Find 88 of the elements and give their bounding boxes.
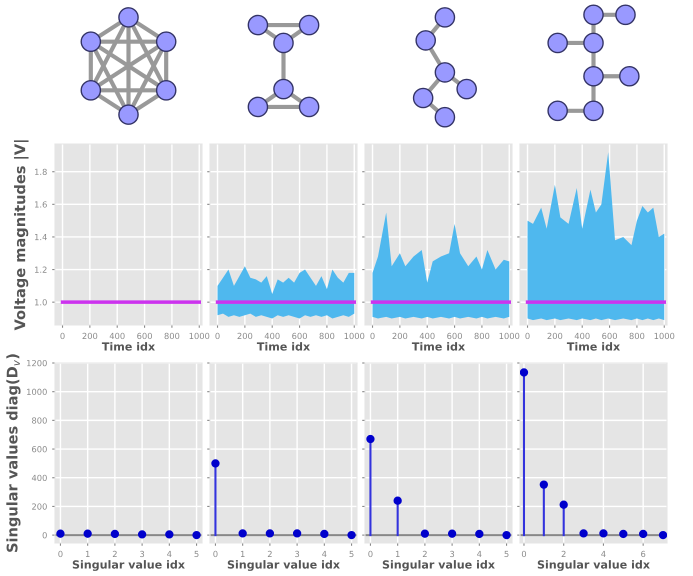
x-tick-label: 5 (350, 550, 354, 558)
x-tick-label: 600 (602, 332, 617, 340)
x-tick-label: 3 (140, 550, 144, 558)
point (292, 529, 302, 538)
point (658, 530, 667, 540)
point (520, 368, 528, 377)
y-tick-label: 1.2 (35, 266, 47, 273)
point (540, 480, 548, 489)
x-tick-label: 800 (320, 332, 334, 340)
x-axis-title: Time idx (412, 342, 465, 351)
x-tick-label: 0 (213, 550, 218, 558)
x-axis-title: Singular value idx (382, 560, 495, 571)
x-tick-label: 1 (86, 550, 90, 557)
x-tick-label: 800 (630, 332, 644, 340)
point (238, 529, 247, 538)
y-tick-label: 200 (32, 503, 47, 510)
y-axis-title: Voltage magnitudes |V| (14, 140, 29, 330)
point (320, 530, 328, 538)
x-axis-title: Time idx (102, 342, 155, 351)
x-tick-label: 200 (392, 332, 408, 340)
x-tick-label: 1000 (344, 332, 364, 340)
y-tick-label: 1200 (27, 360, 47, 366)
y-tick-label: 0 (42, 532, 47, 538)
x-tick-label: 5 (194, 550, 198, 558)
x-axis-title: Time idx (566, 342, 620, 351)
x-tick-label: 2 (562, 550, 566, 557)
x-tick-label: 0 (368, 550, 373, 558)
x-axis-title: Singular value idx (72, 560, 185, 571)
x-axis-title: Singular value idx (228, 560, 340, 571)
point (502, 530, 511, 540)
x-tick-label: 400 (574, 332, 590, 340)
x-tick-label: 2 (422, 550, 427, 557)
x-tick-label: 1000 (500, 332, 520, 340)
x-tick-label: 400 (264, 332, 280, 340)
point (579, 529, 588, 538)
x-tick-label: 3 (295, 550, 300, 558)
y-tick-label: 1.8 (35, 168, 47, 176)
point (366, 434, 375, 444)
y-axis-title: Singular values diag(D$_{v}$) (6, 354, 21, 552)
x-tick-label: 4 (322, 550, 327, 557)
point (211, 459, 220, 468)
x-tick-label: 2 (268, 550, 272, 557)
x-tick-label: 400 (420, 332, 435, 340)
x-tick-label: 1000 (190, 332, 210, 340)
point (619, 530, 628, 538)
x-tick-label: 0 (58, 550, 63, 558)
x-tick-label: 600 (137, 332, 152, 340)
x-tick-label: 4 (167, 550, 172, 557)
y-tick-label: 1.6 (35, 201, 47, 208)
y-tick-label: 1000 (27, 388, 47, 395)
x-tick-label: 0 (370, 332, 375, 340)
y-tick-label: 800 (32, 417, 47, 424)
x-tick-label: 400 (110, 332, 125, 340)
x-tick-label: 0 (60, 332, 65, 340)
x-tick-label: 1 (240, 550, 245, 557)
x-tick-label: 0 (525, 332, 530, 340)
point (638, 530, 648, 538)
x-tick-label: 4 (477, 550, 482, 557)
x-tick-label: 3 (450, 550, 454, 558)
x-tick-label: 0 (522, 550, 526, 558)
x-tick-label: 200 (548, 332, 562, 340)
x-tick-label: 0 (215, 332, 220, 340)
x-tick-label: 200 (82, 332, 98, 340)
x-tick-label: 4 (601, 550, 606, 557)
x-tick-label: 600 (447, 332, 462, 340)
point (394, 496, 402, 505)
x-tick-label: 800 (164, 332, 180, 340)
point (599, 529, 608, 538)
point (448, 530, 456, 538)
y-tick-label: 600 (32, 446, 47, 452)
x-tick-label: 800 (474, 332, 490, 340)
y-tick-label: 400 (32, 474, 47, 482)
point (420, 530, 430, 538)
y-tick-label: 1.4 (35, 234, 47, 240)
point (475, 530, 484, 538)
y-tick-label: 1.0 (35, 299, 47, 306)
x-tick-label: 1 (396, 550, 400, 557)
point (560, 500, 568, 509)
x-tick-label: 6 (641, 550, 646, 558)
x-tick-label: 1000 (654, 332, 674, 340)
x-tick-label: 600 (292, 332, 307, 340)
x-tick-label: 200 (238, 332, 252, 340)
point (347, 530, 356, 540)
x-tick-label: 2 (112, 550, 117, 557)
point (266, 529, 274, 538)
x-tick-label: 5 (504, 550, 508, 558)
x-axis-title: Singular value idx (538, 560, 650, 571)
x-axis-title: Time idx (256, 342, 310, 351)
